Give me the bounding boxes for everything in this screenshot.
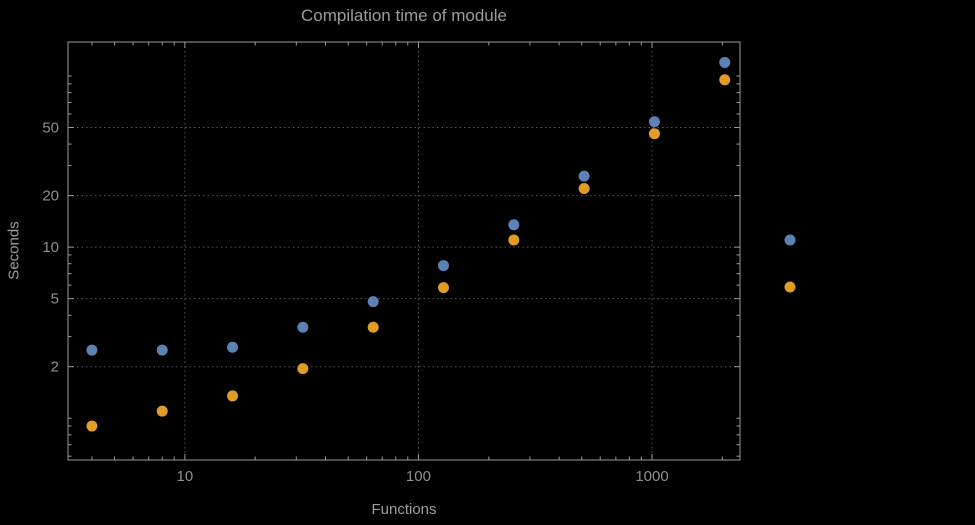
legend-marker <box>784 234 796 246</box>
data-point <box>437 260 449 272</box>
y-axis-label: Seconds <box>5 221 23 280</box>
data-point <box>297 321 309 333</box>
data-point <box>156 405 168 417</box>
data-point <box>367 321 379 333</box>
data-point <box>648 128 660 140</box>
legend-marker <box>784 281 796 293</box>
data-point <box>508 234 520 246</box>
data-point <box>578 183 590 195</box>
x-tick-label: 10 <box>177 468 194 485</box>
data-point <box>367 296 379 308</box>
data-point <box>86 420 98 432</box>
data-point <box>648 116 660 128</box>
y-tick-label: 2 <box>51 359 59 376</box>
data-point <box>719 74 731 86</box>
y-tick-label: 10 <box>42 239 59 256</box>
x-tick-label: 1000 <box>635 468 668 485</box>
x-tick-label: 100 <box>406 468 431 485</box>
y-tick-label: 50 <box>42 120 59 137</box>
data-point <box>578 170 590 182</box>
data-point <box>508 219 520 231</box>
x-axis-label: Functions <box>371 501 437 518</box>
data-point <box>227 390 239 402</box>
chart-title: Compilation time of module <box>301 6 507 25</box>
data-point <box>86 344 98 356</box>
plot-frame <box>67 41 741 461</box>
data-point <box>719 56 731 68</box>
data-point <box>156 344 168 356</box>
data-point <box>297 363 309 375</box>
data-point <box>437 282 449 294</box>
y-tick-label: 20 <box>42 188 59 205</box>
y-tick-label: 5 <box>51 291 59 308</box>
data-point <box>227 341 239 353</box>
